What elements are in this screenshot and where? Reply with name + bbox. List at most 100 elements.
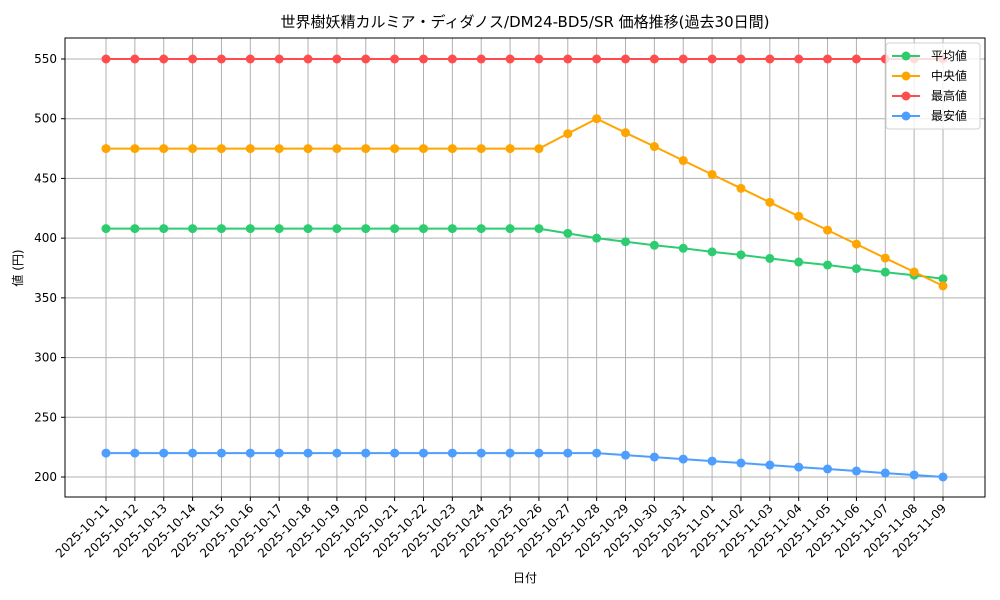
data-point <box>447 224 457 234</box>
data-point <box>765 460 775 470</box>
legend-label: 平均値 <box>931 48 967 63</box>
data-point <box>707 247 717 257</box>
plot-frame <box>64 37 986 498</box>
data-point <box>736 458 746 468</box>
y-tick-label: 350 <box>34 291 57 305</box>
x-axis-label: 日付 <box>513 571 537 585</box>
data-point <box>794 211 804 221</box>
data-point <box>678 454 688 464</box>
data-point <box>188 224 198 234</box>
legend-label: 最安値 <box>931 108 967 123</box>
data-point <box>159 54 169 64</box>
data-point <box>880 267 890 277</box>
data-point <box>418 144 428 154</box>
data-point <box>245 448 255 458</box>
data-point <box>418 54 428 64</box>
data-point <box>880 468 890 478</box>
data-point <box>159 448 169 458</box>
data-point <box>534 144 544 154</box>
data-point <box>361 144 371 154</box>
x-axis: 2025-10-112025-10-122025-10-132025-10-14… <box>53 497 949 560</box>
data-point <box>649 452 659 462</box>
data-point <box>101 54 111 64</box>
data-point <box>418 448 428 458</box>
data-point <box>332 224 342 234</box>
data-point <box>823 54 833 64</box>
data-point <box>851 54 861 64</box>
y-tick-label: 550 <box>34 52 57 66</box>
data-point <box>534 224 544 234</box>
y-tick-label: 200 <box>34 470 57 484</box>
data-point <box>736 54 746 64</box>
data-point <box>649 142 659 152</box>
data-point <box>678 156 688 166</box>
data-point <box>101 448 111 458</box>
data-point <box>476 448 486 458</box>
data-point <box>592 233 602 243</box>
data-point <box>361 448 371 458</box>
data-point <box>880 253 890 263</box>
data-point <box>678 54 688 64</box>
data-point <box>332 144 342 154</box>
data-point <box>794 462 804 472</box>
data-point <box>447 54 457 64</box>
data-point <box>736 183 746 193</box>
legend-marker-icon <box>901 51 911 61</box>
data-point <box>563 228 573 238</box>
data-point <box>245 54 255 64</box>
series-line <box>101 224 948 284</box>
data-point <box>765 197 775 207</box>
data-point <box>505 54 515 64</box>
data-point <box>274 54 284 64</box>
data-point <box>765 253 775 263</box>
legend-box <box>885 42 981 130</box>
data-point <box>361 224 371 234</box>
y-tick-label: 450 <box>34 171 57 185</box>
data-point <box>621 54 631 64</box>
data-point <box>274 448 284 458</box>
data-point <box>130 448 140 458</box>
data-point <box>621 237 631 247</box>
data-point <box>505 144 515 154</box>
legend-marker-icon <box>901 71 911 81</box>
data-point <box>592 54 602 64</box>
data-point <box>188 448 198 458</box>
data-point <box>823 225 833 235</box>
data-point <box>909 267 919 277</box>
data-point <box>851 239 861 249</box>
data-point <box>390 54 400 64</box>
data-point <box>476 144 486 154</box>
data-point <box>794 257 804 267</box>
data-point <box>188 144 198 154</box>
data-point <box>592 114 602 124</box>
legend-label: 中央値 <box>931 68 967 83</box>
data-point <box>274 144 284 154</box>
data-point <box>390 224 400 234</box>
data-point <box>534 448 544 458</box>
data-point <box>418 224 428 234</box>
data-point <box>390 144 400 154</box>
data-point <box>592 448 602 458</box>
data-point <box>563 129 573 139</box>
y-axis-label: 値 (円) <box>10 249 25 286</box>
data-point <box>361 54 371 64</box>
data-point <box>159 144 169 154</box>
data-point <box>563 448 573 458</box>
data-point <box>303 54 313 64</box>
data-point <box>678 243 688 253</box>
legend-label: 最高値 <box>931 88 967 103</box>
data-point <box>390 448 400 458</box>
data-point <box>707 456 717 466</box>
data-point <box>476 54 486 64</box>
data-point <box>794 54 804 64</box>
data-point <box>938 472 948 482</box>
data-point <box>245 144 255 154</box>
data-point <box>823 464 833 474</box>
data-point <box>188 54 198 64</box>
data-point <box>101 224 111 234</box>
chart-title: 世界樹妖精カルミア・ディダノス/DM24-BD5/SR 価格推移(過去30日間) <box>281 13 770 31</box>
data-point <box>216 144 226 154</box>
